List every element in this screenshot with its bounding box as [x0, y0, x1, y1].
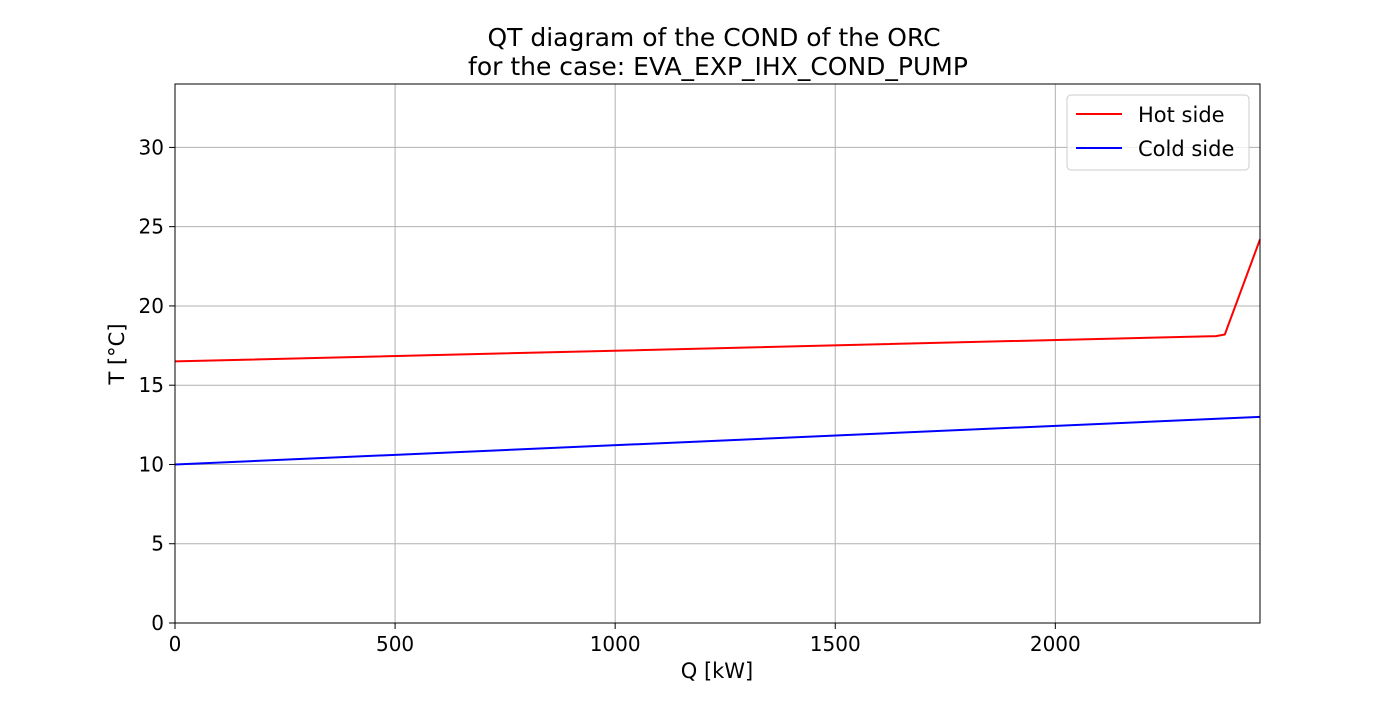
- y-tick-label: 30: [139, 135, 164, 159]
- y-tick-label: 5: [151, 532, 164, 556]
- y-axis-label: T [°C]: [105, 323, 129, 385]
- y-tick-label: 15: [139, 373, 164, 397]
- cold-side-line: [174, 415, 1261, 466]
- x-tick-label: 2000: [1030, 632, 1081, 656]
- y-tick-label: 20: [139, 294, 164, 318]
- hot-side-line: [174, 239, 1261, 363]
- x-tick-label: 1500: [810, 632, 861, 656]
- axis-ticks: 0 500 1000 1500 2000 0 5 10 15 20 25 30: [139, 135, 1081, 656]
- chart-subtitle: for the case: EVA_EXP_IHX_COND_PUMP: [468, 52, 968, 81]
- chart-title: QT diagram of the COND of the ORC: [487, 23, 940, 52]
- y-tick-label: 25: [139, 215, 164, 239]
- legend-label-cold-side: Cold side: [1138, 137, 1234, 161]
- x-tick-label: 0: [169, 632, 182, 656]
- x-tick-label: 500: [376, 632, 414, 656]
- y-tick-label: 10: [139, 452, 164, 476]
- legend: Hot side Cold side: [1066, 94, 1250, 171]
- series-lines: [174, 239, 1261, 466]
- x-tick-label: 1000: [590, 632, 641, 656]
- plot-frame: [174, 83, 1261, 624]
- x-axis-label: Q [kW]: [681, 659, 754, 683]
- legend-label-hot-side: Hot side: [1138, 103, 1225, 127]
- y-tick-label: 0: [151, 611, 164, 635]
